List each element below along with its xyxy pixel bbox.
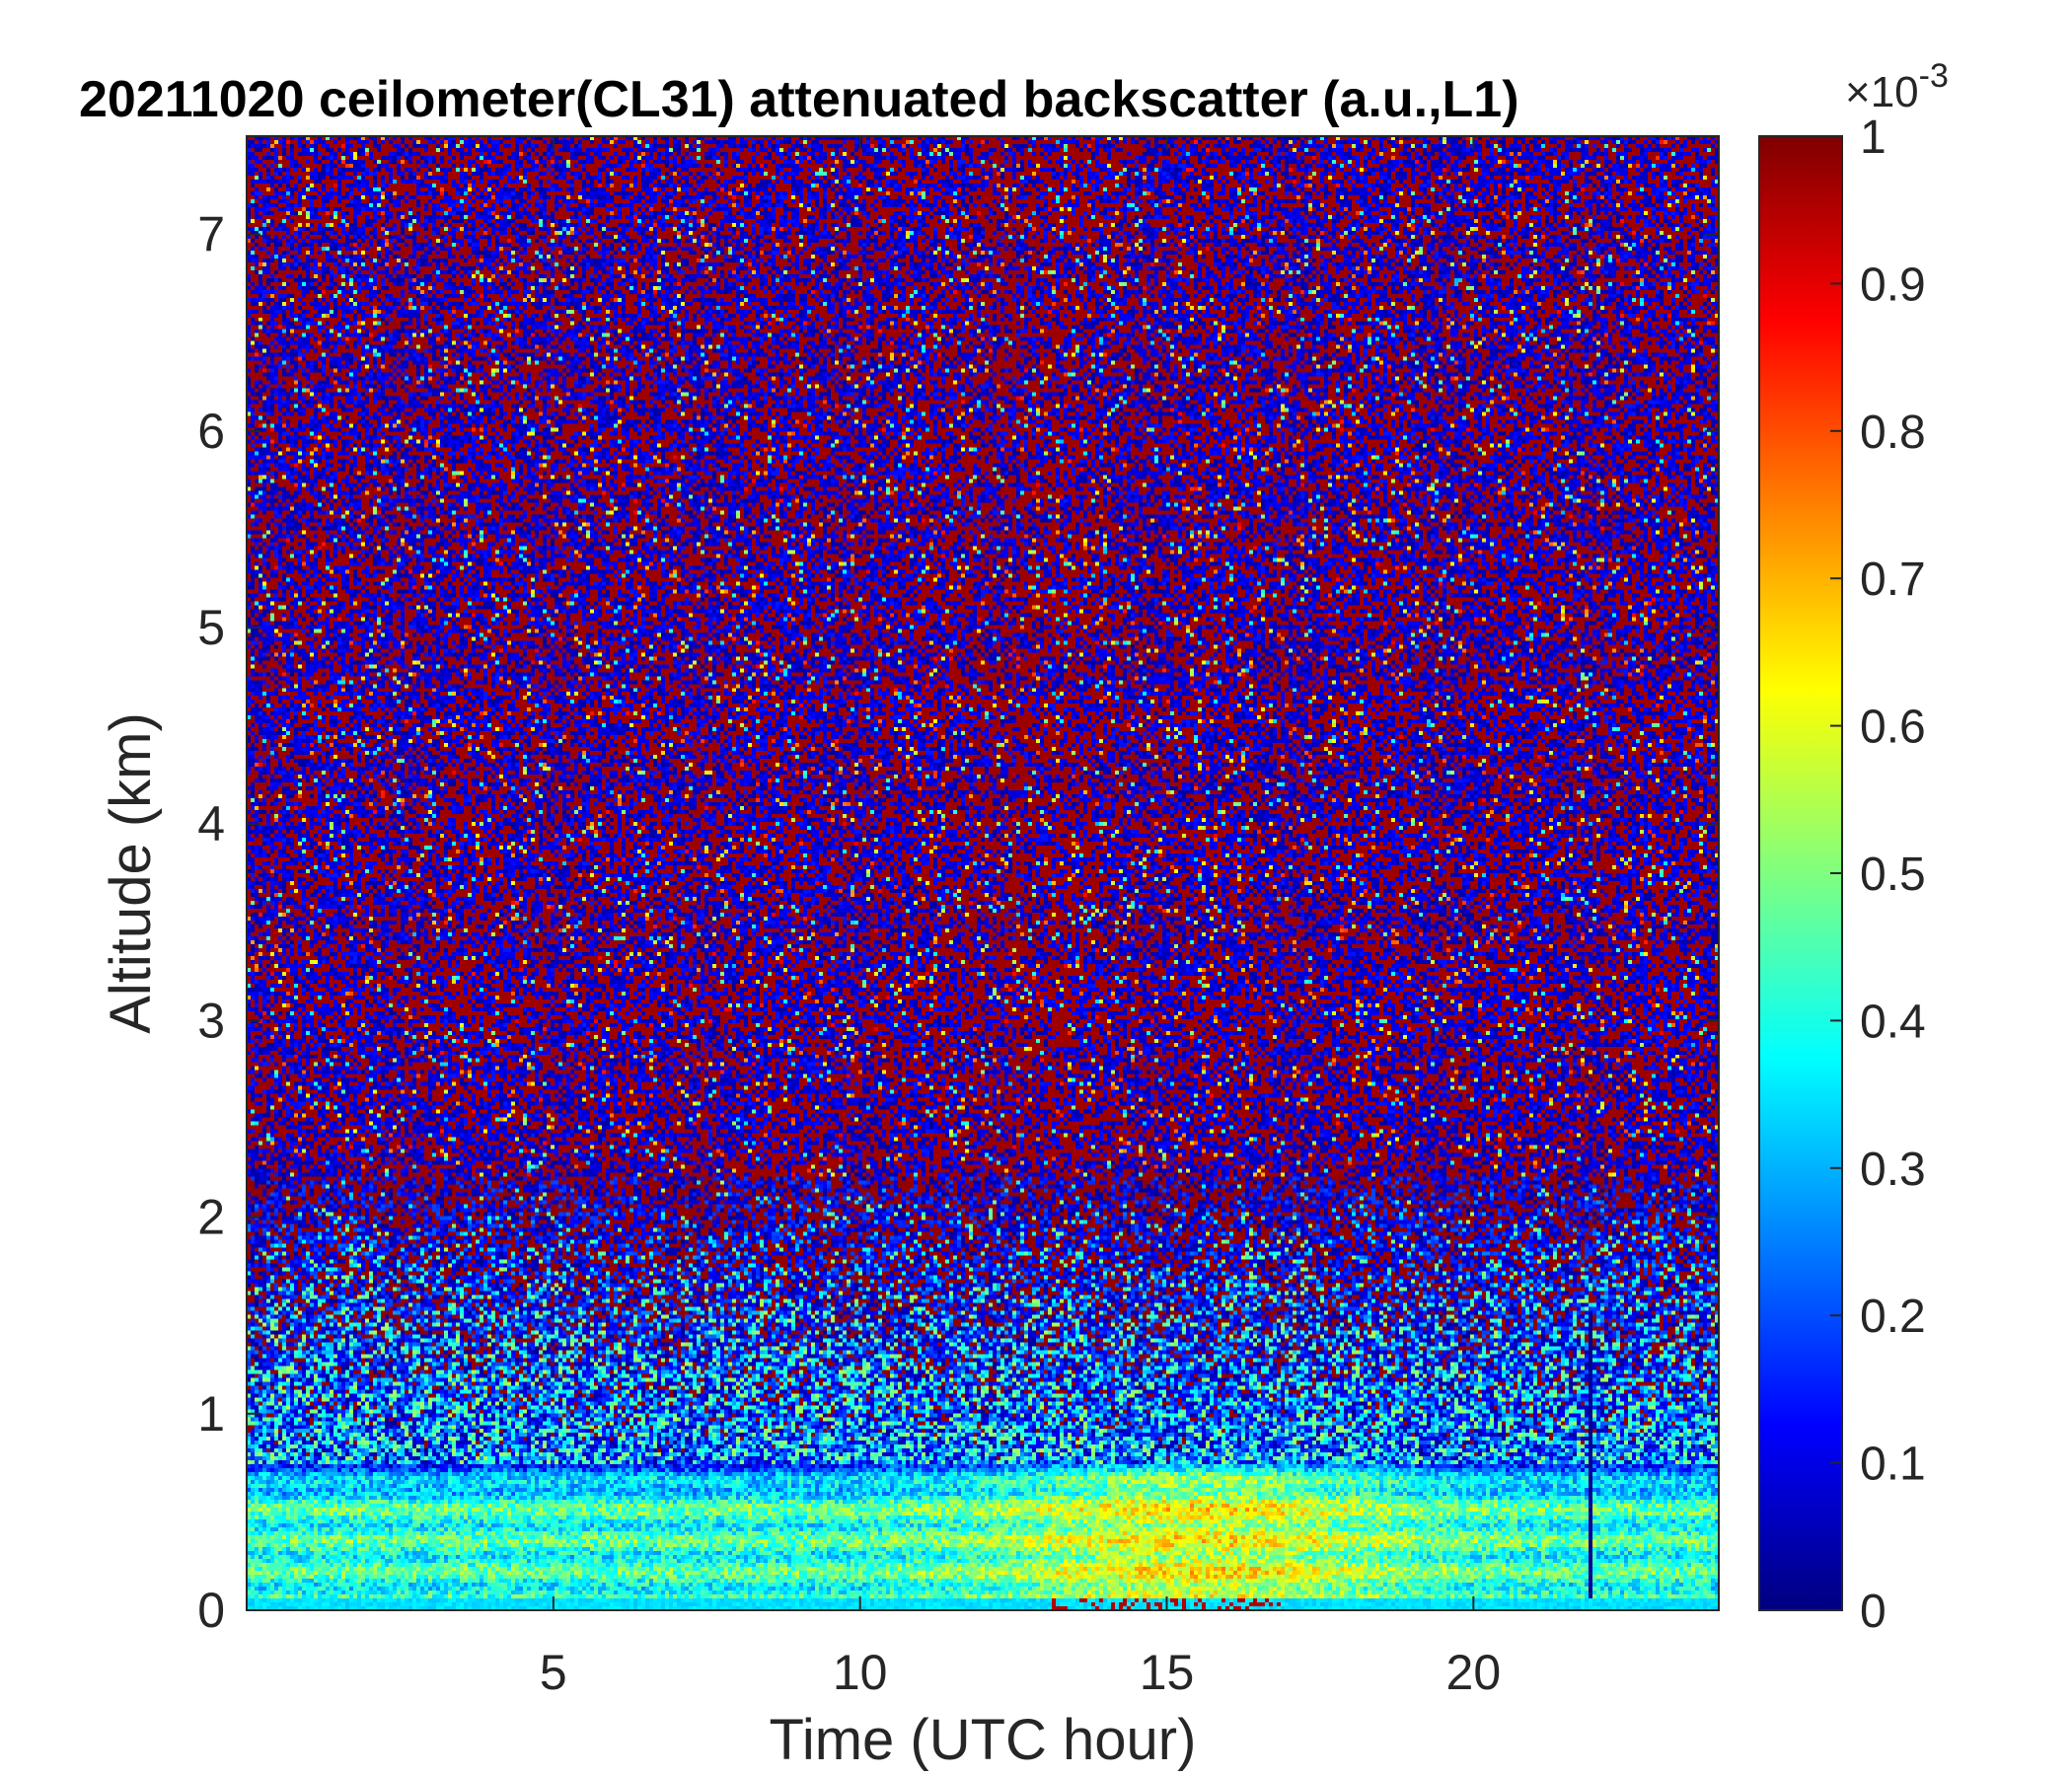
- y-axis-label: Altitude (km): [99, 712, 163, 1034]
- colorbar-tick-label: 0.6: [1860, 702, 1926, 754]
- colorbar-exponent-base: ×10: [1845, 68, 1919, 116]
- x-tick-label: 10: [833, 1645, 888, 1700]
- colorbar-tick-label: 0: [1860, 1586, 1887, 1638]
- colorbar-ticks: 0 0.1 0.2 0.3 0.4 0.5 0.6 0.7 0.8 0.9 1: [1830, 111, 1926, 1638]
- colorbar-gradient: [1758, 135, 1843, 1611]
- colorbar-tick-label: 0.5: [1860, 849, 1926, 901]
- y-tick-label: 1: [197, 1386, 225, 1442]
- y-tick-label: 4: [197, 796, 225, 851]
- colorbar-tick-label: 1: [1860, 111, 1887, 164]
- x-axis: 5 10 15 20: [540, 136, 1501, 1700]
- x-tick-label: 20: [1446, 1645, 1502, 1700]
- colorbar: 0 0.1 0.2 0.3 0.4 0.5 0.6 0.7 0.8 0.9 1 ×10-3: [1758, 57, 1949, 1638]
- x-tick-label: 15: [1140, 1645, 1195, 1700]
- plot-area: [246, 135, 1720, 1611]
- colorbar-exponent: ×10-3: [1845, 57, 1949, 116]
- colorbar-exponent-power: -3: [1919, 57, 1949, 95]
- y-tick-label: 0: [197, 1583, 225, 1638]
- colorbar-tick-label: 0.9: [1860, 259, 1926, 311]
- colorbar-tick-label: 0.2: [1860, 1291, 1926, 1343]
- y-tick-label: 2: [197, 1190, 225, 1245]
- y-tick-label: 3: [197, 993, 225, 1048]
- chart-title: 20211020 ceilometer(CL31) attenuated bac…: [79, 71, 1519, 128]
- colorbar-tick-label: 0.3: [1860, 1144, 1926, 1196]
- colorbar-tick-label: 0.8: [1860, 407, 1926, 459]
- y-axis: 0 1 2 3 4 5 6 7: [197, 207, 1719, 1638]
- x-tick-label: 5: [540, 1645, 567, 1700]
- y-tick-label: 6: [197, 404, 225, 459]
- y-tick-label: 7: [197, 207, 225, 262]
- heatmap-canvas: [247, 136, 1719, 1610]
- colorbar-tick-label: 0.4: [1860, 996, 1926, 1048]
- plot-frame: [246, 135, 1720, 1611]
- x-axis-label: Time (UTC hour): [770, 1708, 1197, 1772]
- colorbar-tick-label: 0.7: [1860, 554, 1926, 606]
- y-tick-label: 5: [197, 600, 225, 655]
- colorbar-tick-label: 0.1: [1860, 1439, 1926, 1491]
